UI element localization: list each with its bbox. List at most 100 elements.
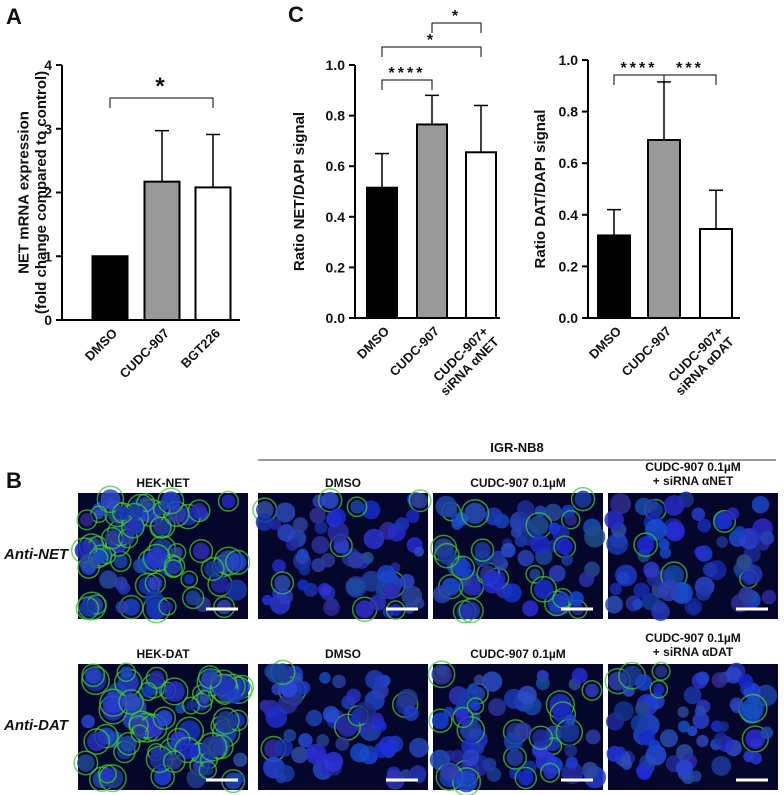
nucleus <box>648 739 661 753</box>
nucleus <box>548 565 566 583</box>
membrane <box>530 575 558 603</box>
membrane <box>434 542 460 569</box>
nucleus <box>643 561 660 578</box>
nucleus <box>690 770 702 782</box>
nucleus <box>350 500 364 514</box>
membrane <box>158 597 177 616</box>
bar <box>465 151 497 319</box>
image-title: HEK-NET <box>136 476 190 490</box>
membrane <box>162 750 186 774</box>
nucleus <box>697 518 712 533</box>
membrane <box>217 490 239 512</box>
bar <box>597 234 631 319</box>
nucleus <box>361 551 374 565</box>
group-label: IGR-NB8 <box>490 440 543 455</box>
nucleus <box>322 705 340 723</box>
membrane <box>181 586 205 610</box>
nucleus <box>277 524 296 542</box>
row-label: Anti-DAT <box>3 717 70 734</box>
nucleus <box>664 521 685 542</box>
nucleus <box>199 693 210 704</box>
x-tick-label: DMSO <box>82 326 120 364</box>
membrane <box>76 509 98 531</box>
nucleus <box>683 686 702 705</box>
nucleus <box>204 560 221 578</box>
nucleus <box>684 597 703 616</box>
nucleus <box>226 579 248 601</box>
nucleus <box>283 729 297 742</box>
nucleus <box>335 736 350 751</box>
nucleus <box>122 598 140 616</box>
nucleus <box>760 531 775 546</box>
significance-label: **** <box>621 60 658 77</box>
membrane <box>570 486 596 512</box>
membrane <box>528 725 554 751</box>
image-title: DMSO <box>325 476 361 490</box>
nucleus <box>637 765 652 781</box>
nucleus <box>292 517 308 533</box>
nucleus <box>518 685 537 705</box>
nucleus <box>336 716 356 735</box>
membrane <box>189 538 214 564</box>
nucleus <box>184 574 195 585</box>
nucleus <box>635 701 651 717</box>
nucleus <box>77 754 95 772</box>
x-tick-label: CUDC-907 <box>619 324 675 380</box>
y-tick-label: 0.0 <box>559 310 579 326</box>
nucleus <box>615 564 637 587</box>
bar <box>366 186 398 319</box>
nucleus <box>202 764 214 776</box>
membrane <box>225 549 251 575</box>
membrane <box>212 707 240 735</box>
membrane <box>450 555 476 581</box>
nucleus <box>185 700 197 711</box>
nucleus <box>321 491 339 509</box>
nucleus <box>328 508 347 526</box>
nucleus <box>363 528 385 550</box>
nucleus <box>491 552 505 566</box>
cells <box>427 660 607 795</box>
nucleus <box>186 768 207 789</box>
nucleus <box>166 754 182 770</box>
nucleus <box>522 600 539 617</box>
nucleus <box>309 507 326 524</box>
nucleus <box>266 663 287 684</box>
nucleus <box>141 685 154 698</box>
image-title: CUDC-907 0.1µM <box>470 476 566 490</box>
nucleus <box>361 500 381 520</box>
nucleus <box>578 571 595 588</box>
nucleus <box>734 526 746 538</box>
x-tick-label: DMSO <box>586 324 624 362</box>
nucleus <box>632 598 643 610</box>
nucleus <box>192 542 210 560</box>
nucleus <box>529 515 549 536</box>
membrane <box>180 570 199 589</box>
nucleus <box>115 600 129 614</box>
nucleus <box>534 505 547 518</box>
nucleus <box>711 755 732 776</box>
nucleus <box>695 585 711 601</box>
nucleus <box>274 738 293 758</box>
nucleus <box>85 667 102 684</box>
nucleus <box>144 590 164 609</box>
nucleus <box>365 670 385 690</box>
membrane <box>187 499 211 523</box>
nucleus <box>555 591 570 605</box>
nucleus <box>455 770 478 793</box>
nucleus <box>482 571 505 594</box>
nucleus <box>564 513 577 526</box>
nucleus <box>738 673 754 689</box>
nucleus <box>221 494 236 509</box>
nucleus <box>146 547 168 569</box>
nucleus <box>482 757 497 772</box>
membrane <box>452 767 482 795</box>
nucleus <box>633 582 650 599</box>
cells <box>430 486 606 624</box>
y-tick-label: 0.6 <box>326 158 346 174</box>
nucleus <box>695 671 710 686</box>
membrane <box>460 498 490 528</box>
nucleus <box>191 503 207 519</box>
nucleus <box>201 735 224 758</box>
membrane <box>152 706 177 730</box>
nucleus <box>432 712 449 730</box>
